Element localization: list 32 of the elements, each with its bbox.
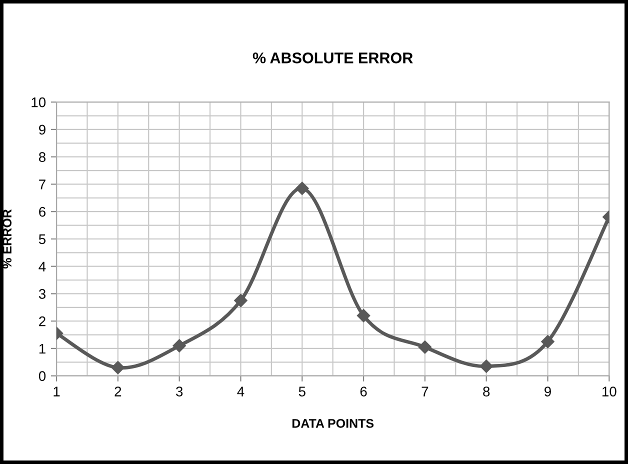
x-tick-label: 10	[602, 386, 616, 396]
x-tick-label: 2	[114, 386, 122, 396]
y-tick-label: 10	[32, 97, 46, 108]
point	[541, 335, 554, 348]
y-tick-label: 7	[39, 180, 46, 190]
y-axis-title: % ERROR	[2, 209, 12, 269]
y-tick-label: 5	[38, 234, 46, 244]
x-tick-label: 3	[176, 386, 183, 396]
chart-title: % ABSOLUTE ERROR	[252, 52, 413, 64]
x-axis-title: DATA POINTS	[292, 418, 374, 428]
x-tick-label: 4	[237, 386, 244, 396]
x-tick-label: 1	[54, 386, 60, 396]
point	[172, 339, 186, 352]
point	[418, 340, 432, 354]
y-tick-label: 6	[39, 206, 46, 217]
point	[480, 360, 493, 373]
x-tick-label: 9	[544, 386, 551, 396]
x-tick-label: 7	[422, 386, 428, 396]
x-tick-label: 6	[360, 386, 367, 396]
x-tick-label: 8	[483, 386, 490, 396]
point	[111, 361, 125, 374]
y-tick-label: 8	[38, 152, 46, 162]
y-tick-label: 4	[38, 262, 46, 272]
x-tick-label: 5	[298, 386, 306, 396]
point	[296, 182, 309, 195]
y-tick-label: 0	[38, 371, 46, 382]
point	[356, 309, 370, 322]
y-tick-label: 9	[39, 124, 46, 135]
y-tick-label: 2	[39, 316, 46, 326]
y-tick-label: 1	[39, 344, 46, 354]
y-tick-label: 3	[38, 289, 46, 299]
point	[234, 294, 248, 308]
